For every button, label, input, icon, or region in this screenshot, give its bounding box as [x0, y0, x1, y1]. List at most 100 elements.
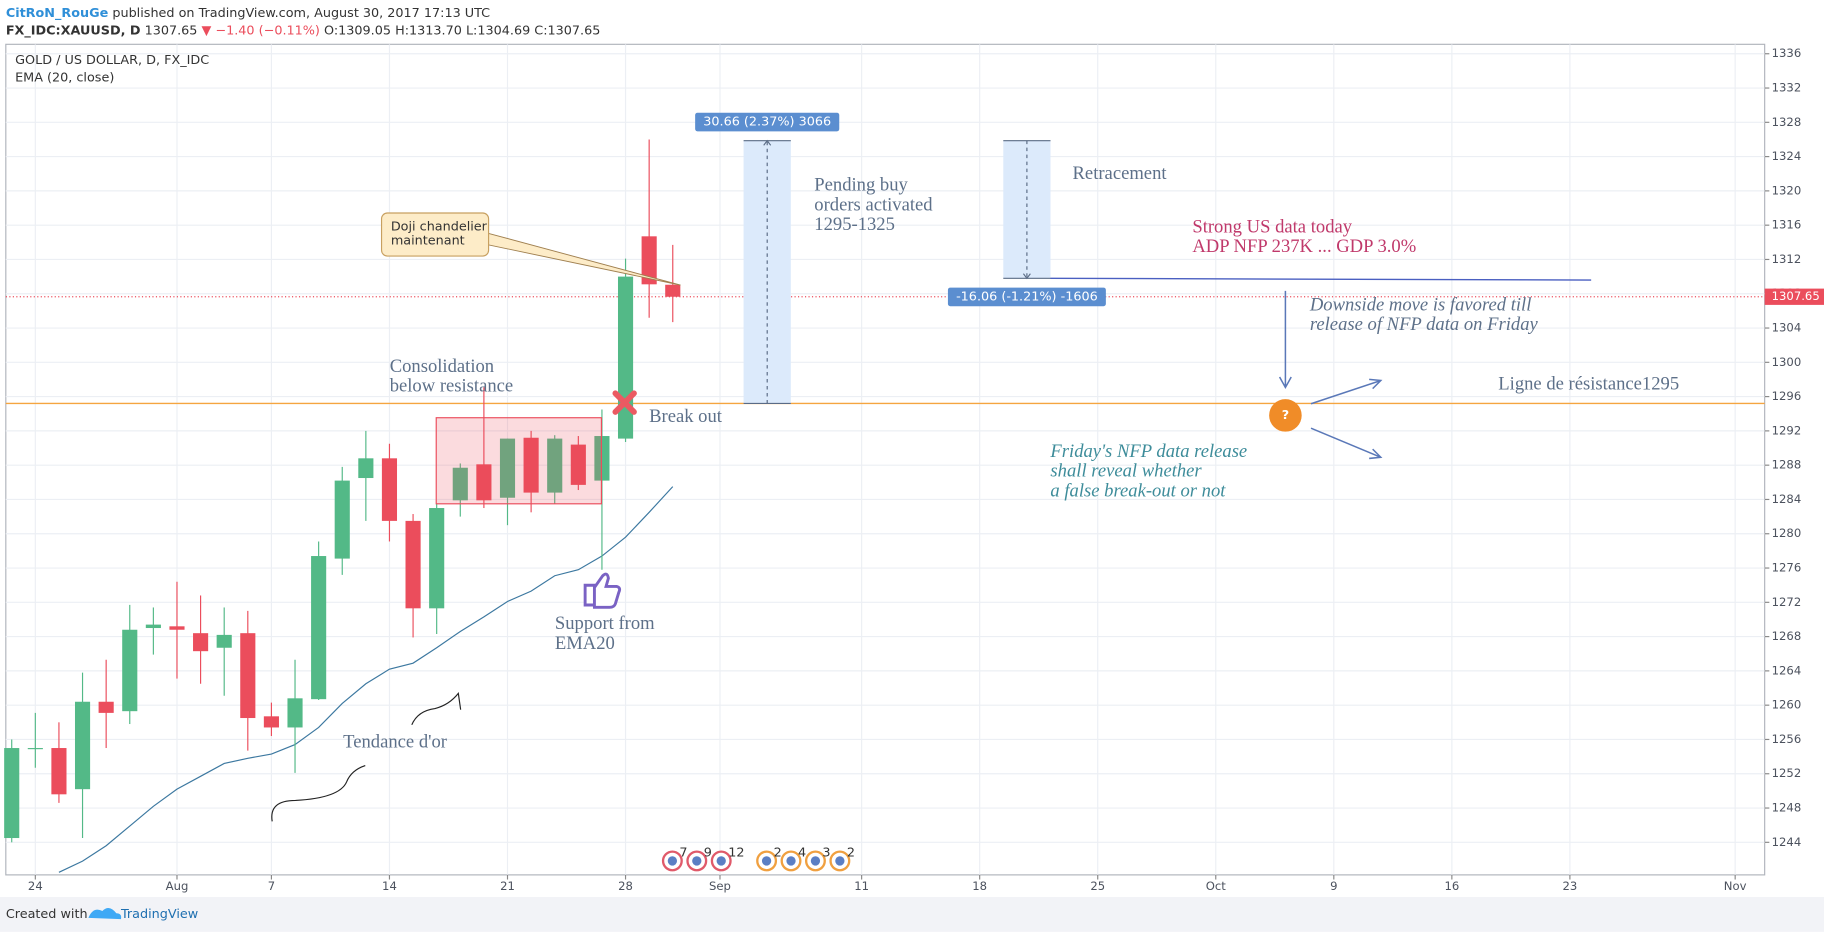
candle-body	[617, 276, 634, 439]
candle-body	[240, 633, 256, 719]
annotation: Support from	[555, 613, 655, 634]
event-flag	[692, 856, 702, 866]
candle-body	[287, 698, 303, 728]
annotation: orders activated	[814, 194, 933, 215]
last-price-label: 1307.65	[1772, 289, 1820, 303]
candle-body	[499, 438, 516, 498]
candle-body	[334, 480, 350, 559]
x-tick-label: Sep	[709, 879, 731, 893]
candle-body	[523, 437, 539, 493]
annotation: below resistance	[390, 376, 513, 397]
annotation: Retracement	[1073, 163, 1168, 184]
event-flag	[667, 856, 678, 866]
candle-body	[570, 444, 586, 485]
y-tick-label: 1276	[1772, 561, 1802, 575]
y-tick-label: 1296	[1772, 389, 1802, 403]
marks: 1307.65 30.66 (2.37%) 3066 -16.06 (-1.21%)…	[4, 112, 1824, 873]
candle-body	[169, 626, 185, 630]
callout-box	[380, 212, 490, 257]
candle-body	[193, 633, 209, 652]
symbol-line: FX_IDC:XAUUSD, D 1307.65 ▼ −1.40 (−0.11%…	[6, 23, 601, 38]
low: L:1304.69	[466, 23, 530, 38]
consolidation-box	[435, 417, 602, 505]
candle-body	[405, 520, 421, 609]
y-tick-label: 1300	[1772, 355, 1802, 369]
annotation: Friday's NFP data release	[1049, 441, 1247, 462]
annotation: a false break-out or not	[1050, 480, 1226, 501]
y-tick-label: 1304	[1772, 321, 1802, 335]
annotation: Downside move is favored till	[1309, 294, 1532, 315]
y-tick-label: 1260	[1772, 698, 1802, 712]
question-mark: ?	[1282, 408, 1289, 423]
callout-text: maintenant	[391, 233, 465, 248]
y-tick-label: 1244	[1772, 835, 1802, 849]
annotation: 1295-1325	[814, 214, 895, 235]
x-tick-label: 16	[1444, 879, 1459, 893]
y-tick-label: 1328	[1772, 115, 1802, 129]
event-flag	[716, 856, 726, 866]
annotation: Tendance d'or	[343, 732, 448, 753]
footer	[0, 896, 1824, 932]
author[interactable]: CitRoN_RouGe	[6, 5, 109, 20]
last: 1307.65	[145, 23, 198, 38]
measure-label: -16.06 (-1.21%) -1606	[956, 289, 1098, 304]
thumbs-up-icon	[583, 572, 622, 609]
candle-body	[98, 701, 114, 713]
published: published on TradingView.com, August 30,…	[112, 5, 490, 20]
annotation: Strong US data today	[1192, 216, 1352, 237]
y-tick-label: 1316	[1772, 218, 1802, 232]
y-tick-label: 1292	[1772, 423, 1802, 437]
trend-line	[1050, 277, 1592, 281]
y-tick-label: 1324	[1772, 149, 1802, 163]
measure-arrowhead	[1022, 273, 1031, 280]
candle-body	[476, 464, 492, 501]
y-tick-label: 1320	[1772, 183, 1802, 197]
candle-body	[122, 629, 138, 712]
y-tick-label: 1268	[1772, 629, 1802, 643]
measure-label: 30.66 (2.37%) 3066	[703, 115, 831, 130]
annotation: Pending buy	[814, 175, 908, 196]
candle-body	[358, 458, 374, 479]
event-count: 4	[798, 845, 806, 860]
x-tick-label: Nov	[1724, 879, 1747, 893]
x-tick-label: 9	[1330, 879, 1337, 893]
annotation: Consolidation	[390, 356, 495, 377]
plot-frame	[5, 43, 1766, 876]
high: H:1313.70	[395, 23, 462, 38]
measure-arrowhead	[763, 139, 772, 146]
x-tick-label: Aug	[166, 879, 189, 893]
footer-brand[interactable]: TradingView	[120, 907, 198, 922]
annotation: ADP NFP 237K ... GDP 3.0%	[1192, 236, 1416, 257]
y-tick-label: 1252	[1772, 766, 1802, 780]
close: C:1307.65	[534, 23, 600, 38]
ema-legend: EMA (20, close)	[15, 71, 114, 86]
annotation: release of NFP data on Friday	[1310, 314, 1539, 335]
x-tick-label: 24	[28, 879, 43, 893]
candle-body	[311, 556, 327, 700]
event-flag	[761, 856, 772, 866]
event-flag	[835, 856, 845, 866]
annotation: Ligne de résistance1295	[1498, 373, 1679, 394]
y-tick-label: 1336	[1772, 46, 1802, 60]
x-tick-label: 25	[1090, 879, 1105, 893]
candle-body	[452, 467, 468, 501]
annotation: shall reveal whether	[1050, 461, 1202, 482]
change: ▼ −1.40 (−0.11%)	[202, 23, 320, 38]
x-tick-label: 21	[500, 879, 515, 893]
candle-body	[4, 748, 20, 839]
candle-body	[641, 236, 657, 285]
y-tick-label: 1332	[1772, 81, 1802, 95]
scribble	[271, 764, 366, 822]
measure-label-box	[695, 112, 840, 132]
annotation: EMA20	[555, 633, 615, 654]
x-tick-label: 14	[382, 879, 397, 893]
last-price-tag	[1764, 288, 1824, 305]
y-tick-label: 1256	[1772, 732, 1802, 746]
event-count: 2	[847, 845, 855, 860]
measure-label-box	[947, 287, 1106, 307]
measure-box	[1003, 140, 1051, 279]
candle-body	[263, 716, 279, 728]
event-count: 9	[704, 845, 712, 860]
cross-icon	[612, 390, 637, 415]
